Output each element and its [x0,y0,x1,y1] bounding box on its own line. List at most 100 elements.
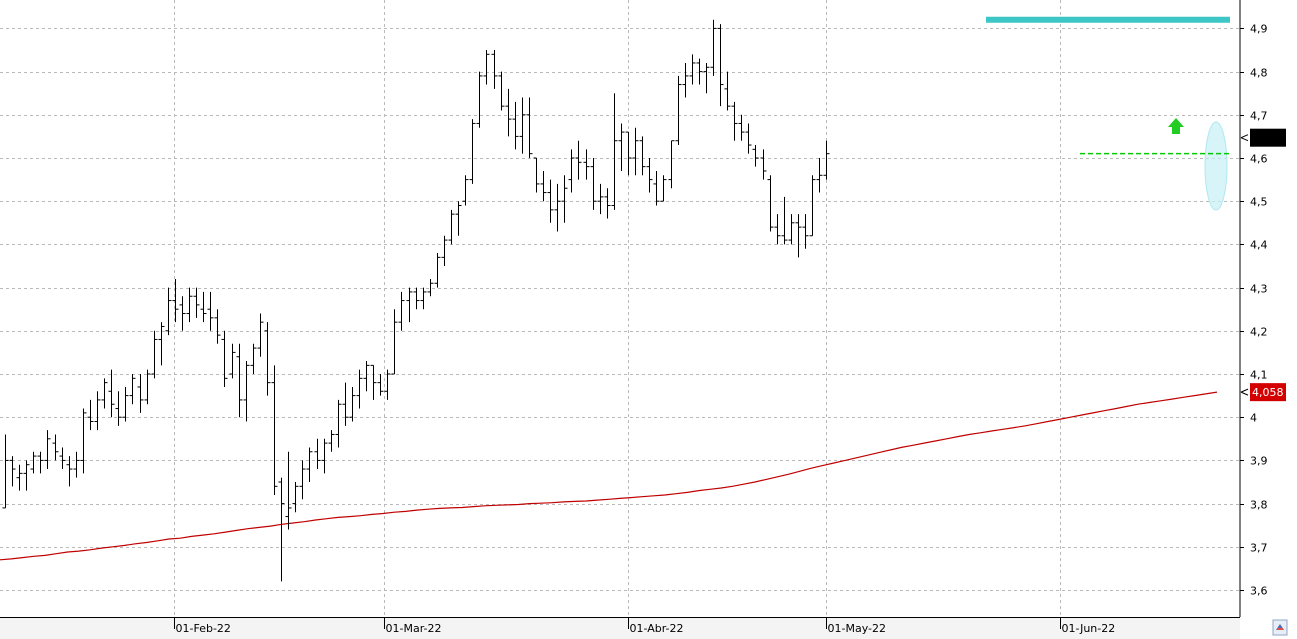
ohlc-bar [398,291,405,331]
ohlc-bar [370,364,377,400]
ohlc-bar [23,460,30,491]
last-price-badge-box [1250,128,1286,147]
price-bars [2,19,830,582]
ohlc-bar [94,391,101,431]
ohlc-bar [448,209,455,245]
ohlc-bar [604,188,611,219]
ohlc-bar [427,278,434,297]
ohlc-bar [498,71,505,111]
moving-average-badge-box [1250,383,1286,402]
ohlc-bar [455,201,462,236]
ohlc-bar [335,399,342,448]
ohlc-bar [30,451,37,474]
ohlc-bar [2,434,9,509]
ohlc-bar [229,343,236,379]
ohlc-bar [710,19,717,76]
moving-average-badge-label: 4,058 [1252,386,1284,399]
ohlc-bar [80,408,87,474]
ohlc-bar [16,464,23,491]
ohlc-bar [583,149,590,180]
ohlc-bar [87,399,94,431]
ohlc-bar [179,296,186,331]
ohlc-bar [186,287,193,323]
x-tick-label: 01-May-22 [828,622,886,635]
ohlc-bar [73,451,80,478]
ohlc-bar [377,374,384,396]
ohlc-bar [299,460,306,500]
ohlc-bar [483,50,490,85]
ohlc-bar [745,123,752,154]
y-tick-label: 3,8 [1250,499,1268,512]
ohlc-bar [165,287,172,336]
ohlc-bar [264,322,271,396]
ohlc-bar [243,361,250,422]
ohlc-bar [349,386,356,422]
x-axis: 01-Feb-22 01-Mar-22 01-Abr-22 01-May-22 01-J… [0,617,1240,639]
y-tick-label: 4,2 [1250,326,1268,339]
ohlc-bar [568,149,575,193]
ohlc-bar [137,374,144,413]
ohlc-bar [469,119,476,184]
x-tick-label: 01-Feb-22 [176,622,231,635]
y-tick-label: 4 [1250,412,1257,425]
ohlc-bar [285,451,292,530]
ohlc-bar [413,287,420,310]
y-tick-label: 4,7 [1250,110,1268,123]
ohlc-bar [250,343,257,374]
ohlc-bar [554,183,561,232]
ohlc-bar [724,71,731,111]
x-tick-label: 01-Abr-22 [630,622,684,635]
ohlc-bar [611,93,618,210]
ohlc-bar [547,179,554,223]
ohlc-bar [66,456,73,487]
ohlc-bar [321,438,328,474]
y-tick-label: 3,6 [1250,585,1268,598]
ohlc-bar [214,309,221,344]
ohlc-bar [788,214,795,245]
x-tick-label: 01-Jun-22 [1062,622,1116,635]
ohlc-bar [526,97,533,158]
y-tick-label: 4,6 [1250,153,1268,166]
ohlc-bar [314,438,321,470]
ohlc-bar [809,175,816,237]
ohlc-bar [278,477,285,582]
ohlc-bar [207,291,214,331]
ohlc-bar [129,374,136,405]
ohlc-bar [675,75,682,146]
ohlc-bar [696,58,703,85]
ohlc-bar [476,71,483,128]
ohlc-bar [193,287,200,318]
ohlc-bar [52,434,59,461]
ohlc-bar [590,158,597,210]
ohlc-bar [540,170,547,202]
moving-average-badge-pointer [1240,388,1249,396]
y-tick-label: 4,9 [1250,23,1268,36]
ohlc-bar [9,456,16,487]
ohlc-bar [774,214,781,245]
y-tick-label: 4,4 [1250,239,1268,252]
ohlc-bar [158,322,165,366]
ohlc-bar [618,123,625,171]
y-tick-label: 4,3 [1250,283,1268,296]
scroll-corner[interactable] [1272,619,1288,636]
ohlc-bar [384,369,391,400]
y-tick-label: 3,7 [1250,542,1268,555]
ohlc-bar [646,158,653,193]
y-axis: 3,6 3,7 3,8 3,9 4 4,1 4,2 4,3 4,4 4,5 4,6 4,7 4,8 4,9 [1239,0,1268,617]
ohlc-bar [703,62,710,94]
ohlc-bar [356,369,363,409]
ohlc-bar [781,196,788,245]
ohlc-bar [795,214,802,258]
ohlc-bar [151,330,158,379]
ohlc-bar [738,114,745,141]
ohlc-bar [441,235,448,266]
ohlc-bar [519,97,526,154]
up-arrow-icon [1168,118,1184,134]
y-tick-label: 3,9 [1250,455,1268,468]
ohlc-bar [462,175,469,206]
ohlc-bar [632,127,639,176]
ohlc-bar [512,101,519,150]
ohlc-bar [823,140,830,180]
ohlc-bar [306,447,313,482]
